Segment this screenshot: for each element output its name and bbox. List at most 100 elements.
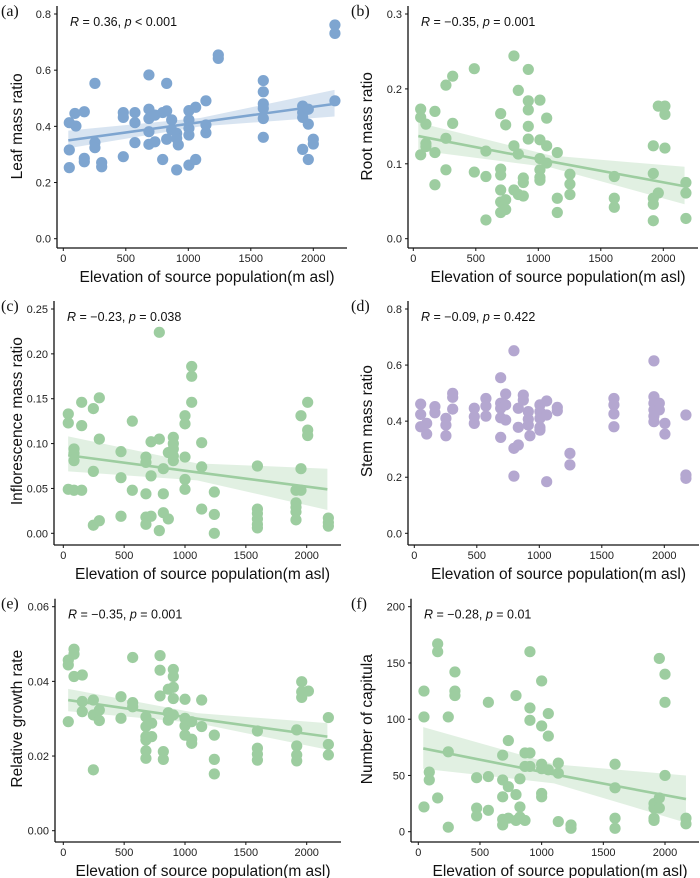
data-point [179, 483, 191, 495]
y-tick-label: 0.20 [27, 349, 48, 361]
data-point [415, 149, 427, 161]
x-tick-label: 0 [415, 847, 421, 859]
data-point [471, 810, 483, 822]
y-axis-title: Inflorescence mass ratio [9, 337, 26, 505]
data-point [161, 77, 173, 89]
data-point [87, 465, 99, 477]
data-point [536, 675, 548, 687]
data-point [196, 461, 208, 473]
y-tick-label: 100 [387, 714, 405, 726]
data-point [680, 212, 692, 225]
annotation-r-label: R [421, 15, 430, 29]
x-tick-label: 500 [471, 847, 489, 859]
data-point [517, 190, 529, 202]
data-point [564, 459, 576, 471]
data-point [449, 666, 461, 678]
data-point [200, 95, 212, 107]
data-point [129, 117, 141, 129]
data-point [186, 360, 198, 373]
data-point [608, 201, 620, 213]
y-tick-label: 0.15 [27, 394, 48, 406]
x-tick-label: 1000 [176, 253, 200, 265]
annotation-r-label: R [67, 310, 76, 324]
data-point [149, 136, 161, 148]
data-point [480, 410, 492, 422]
data-point [512, 84, 524, 96]
panel-label: (e) [1, 596, 19, 613]
annotation-p-text: = 0.422 [490, 310, 536, 324]
annotation-r-text: = −0.09, [430, 310, 483, 324]
plot-svg: 0.00 0.02 0.04 0.06 0 500 1000 1500 2000 Elevatio… [1, 596, 341, 878]
data-point [179, 693, 191, 705]
data-point [471, 772, 483, 784]
data-point [447, 403, 459, 415]
data-point [212, 52, 224, 64]
x-tick-label: 2000 [652, 550, 676, 562]
x-tick-label: 1500 [234, 847, 258, 859]
data-point [70, 120, 82, 132]
data-point [68, 670, 80, 683]
data-point [302, 153, 314, 166]
data-point [480, 214, 492, 226]
fit-line [67, 698, 328, 738]
panel-label: (f) [351, 596, 367, 613]
y-tick-label: 0.25 [27, 304, 48, 316]
y-tick-label: 0.6 [387, 360, 402, 372]
annotation-r-text: = 0.36, [79, 15, 125, 29]
panel-label: (d) [351, 298, 370, 315]
data-point [468, 417, 480, 429]
plot-svg: 0.0 0.2 0.4 0.6 0.8 0 500 1000 1500 2000 Elevation… [351, 298, 699, 583]
x-tick-label: 0 [410, 253, 416, 265]
y-axis-title: Number of capitula [359, 654, 376, 784]
x-tick-label: 500 [115, 550, 133, 562]
data-point [257, 102, 269, 114]
annotation-p-text: = 0.01 [493, 608, 532, 622]
x-tick-label: 0 [60, 253, 66, 265]
data-point [429, 179, 441, 191]
data-point [117, 111, 129, 123]
data-point [500, 399, 512, 411]
data-point [167, 670, 179, 683]
data-point [536, 720, 548, 732]
x-tick-label: 0 [411, 550, 417, 562]
data-point [534, 424, 546, 436]
data-point [157, 745, 169, 758]
data-point [179, 418, 191, 430]
correlation-annotation: R = −0.09, p = 0.422 [421, 310, 535, 324]
data-point [514, 801, 526, 813]
x-axis-title: Elevation of source population(m asl) [75, 566, 330, 583]
data-point [524, 714, 536, 726]
data-point [115, 712, 127, 724]
y-axis-title: Stem mass ratio [359, 365, 376, 477]
data-point [418, 685, 430, 697]
data-point [659, 142, 671, 154]
y-tick-label: 200 [387, 602, 405, 614]
data-point [440, 79, 452, 91]
data-point [482, 770, 494, 783]
data-point [297, 143, 309, 155]
data-point [186, 370, 198, 382]
annotation-p-text: = 0.001 [137, 608, 183, 622]
x-tick-label: 0 [60, 847, 66, 859]
data-point [653, 652, 665, 665]
data-point [653, 802, 665, 814]
data-point [322, 749, 334, 761]
data-point [421, 417, 433, 429]
data-point [127, 651, 139, 664]
data-point [522, 120, 534, 132]
plot-svg: 0.0 0.1 0.2 0.3 0 500 1000 1500 2000 Elevation of… [351, 3, 698, 286]
y-tick-label: 0.2 [36, 178, 51, 190]
data-point [93, 515, 105, 527]
data-point [115, 472, 127, 484]
data-point [69, 107, 81, 120]
x-axis-title: Elevation of source population(m asl) [79, 269, 334, 286]
correlation-annotation: R = −0.28, p = 0.01 [424, 608, 531, 622]
data-point [329, 19, 341, 31]
data-point [322, 520, 334, 532]
correlation-annotation: R = −0.35, p = 0.001 [68, 608, 182, 622]
data-point [89, 142, 101, 154]
x-axis-title: Elevation of source population(m asl) [75, 863, 330, 878]
data-point [551, 192, 563, 204]
y-tick-label: 150 [387, 658, 405, 670]
